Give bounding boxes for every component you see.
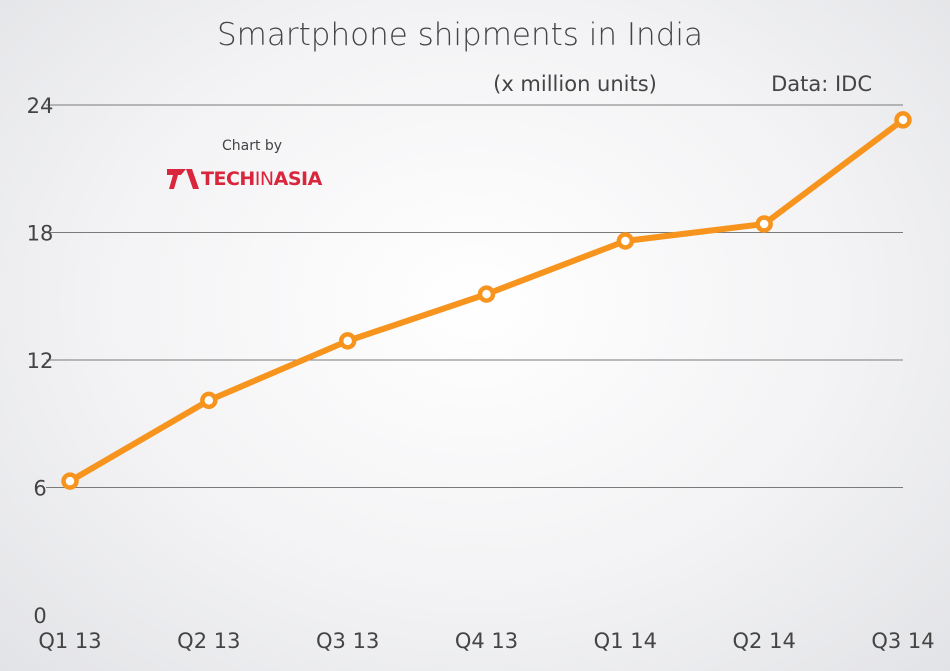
data-point (61, 472, 79, 490)
data-point (200, 391, 218, 410)
y-tick-label: 6 (33, 477, 46, 501)
data-point (616, 232, 635, 250)
chart-title: Smartphone shipments in India (217, 17, 703, 53)
grid-lines (46, 104, 903, 488)
logo-text-in: IN (254, 168, 274, 190)
y-axis: 0 6 12 18 24 (27, 94, 54, 628)
chart-credit: Chart by (222, 138, 283, 154)
data-point (894, 111, 912, 129)
x-tick-label: Q1 13 (38, 629, 101, 653)
data-point (755, 215, 773, 233)
x-tick-label: Q3 13 (316, 629, 379, 653)
data-point (338, 332, 357, 350)
techinasia-logo: TECH IN ASIA (166, 164, 322, 194)
logo-text-asia: ASIA (273, 168, 323, 190)
data-point (477, 285, 496, 303)
x-tick-label: Q4 13 (455, 629, 518, 653)
data-points (61, 111, 912, 490)
logo-text-tech: TECH (201, 168, 255, 190)
y-tick-label: 18 (27, 222, 54, 246)
y-tick-label: 12 (27, 349, 54, 373)
x-tick-label: Q3 14 (871, 629, 934, 653)
x-tick-label: Q2 13 (177, 629, 240, 653)
x-axis: Q1 13 Q2 13 Q3 13 Q4 13 Q1 14 Q2 14 Q3 14 (38, 629, 934, 653)
chart-subtitle: (x million units) (493, 72, 657, 96)
chart-source: Data: IDC (771, 72, 872, 96)
techinasia-logo-icon (167, 169, 199, 189)
y-tick-label: 24 (27, 94, 54, 118)
x-tick-label: Q1 14 (594, 629, 657, 653)
x-tick-label: Q2 14 (733, 629, 796, 653)
y-tick-label: 0 (33, 604, 46, 628)
